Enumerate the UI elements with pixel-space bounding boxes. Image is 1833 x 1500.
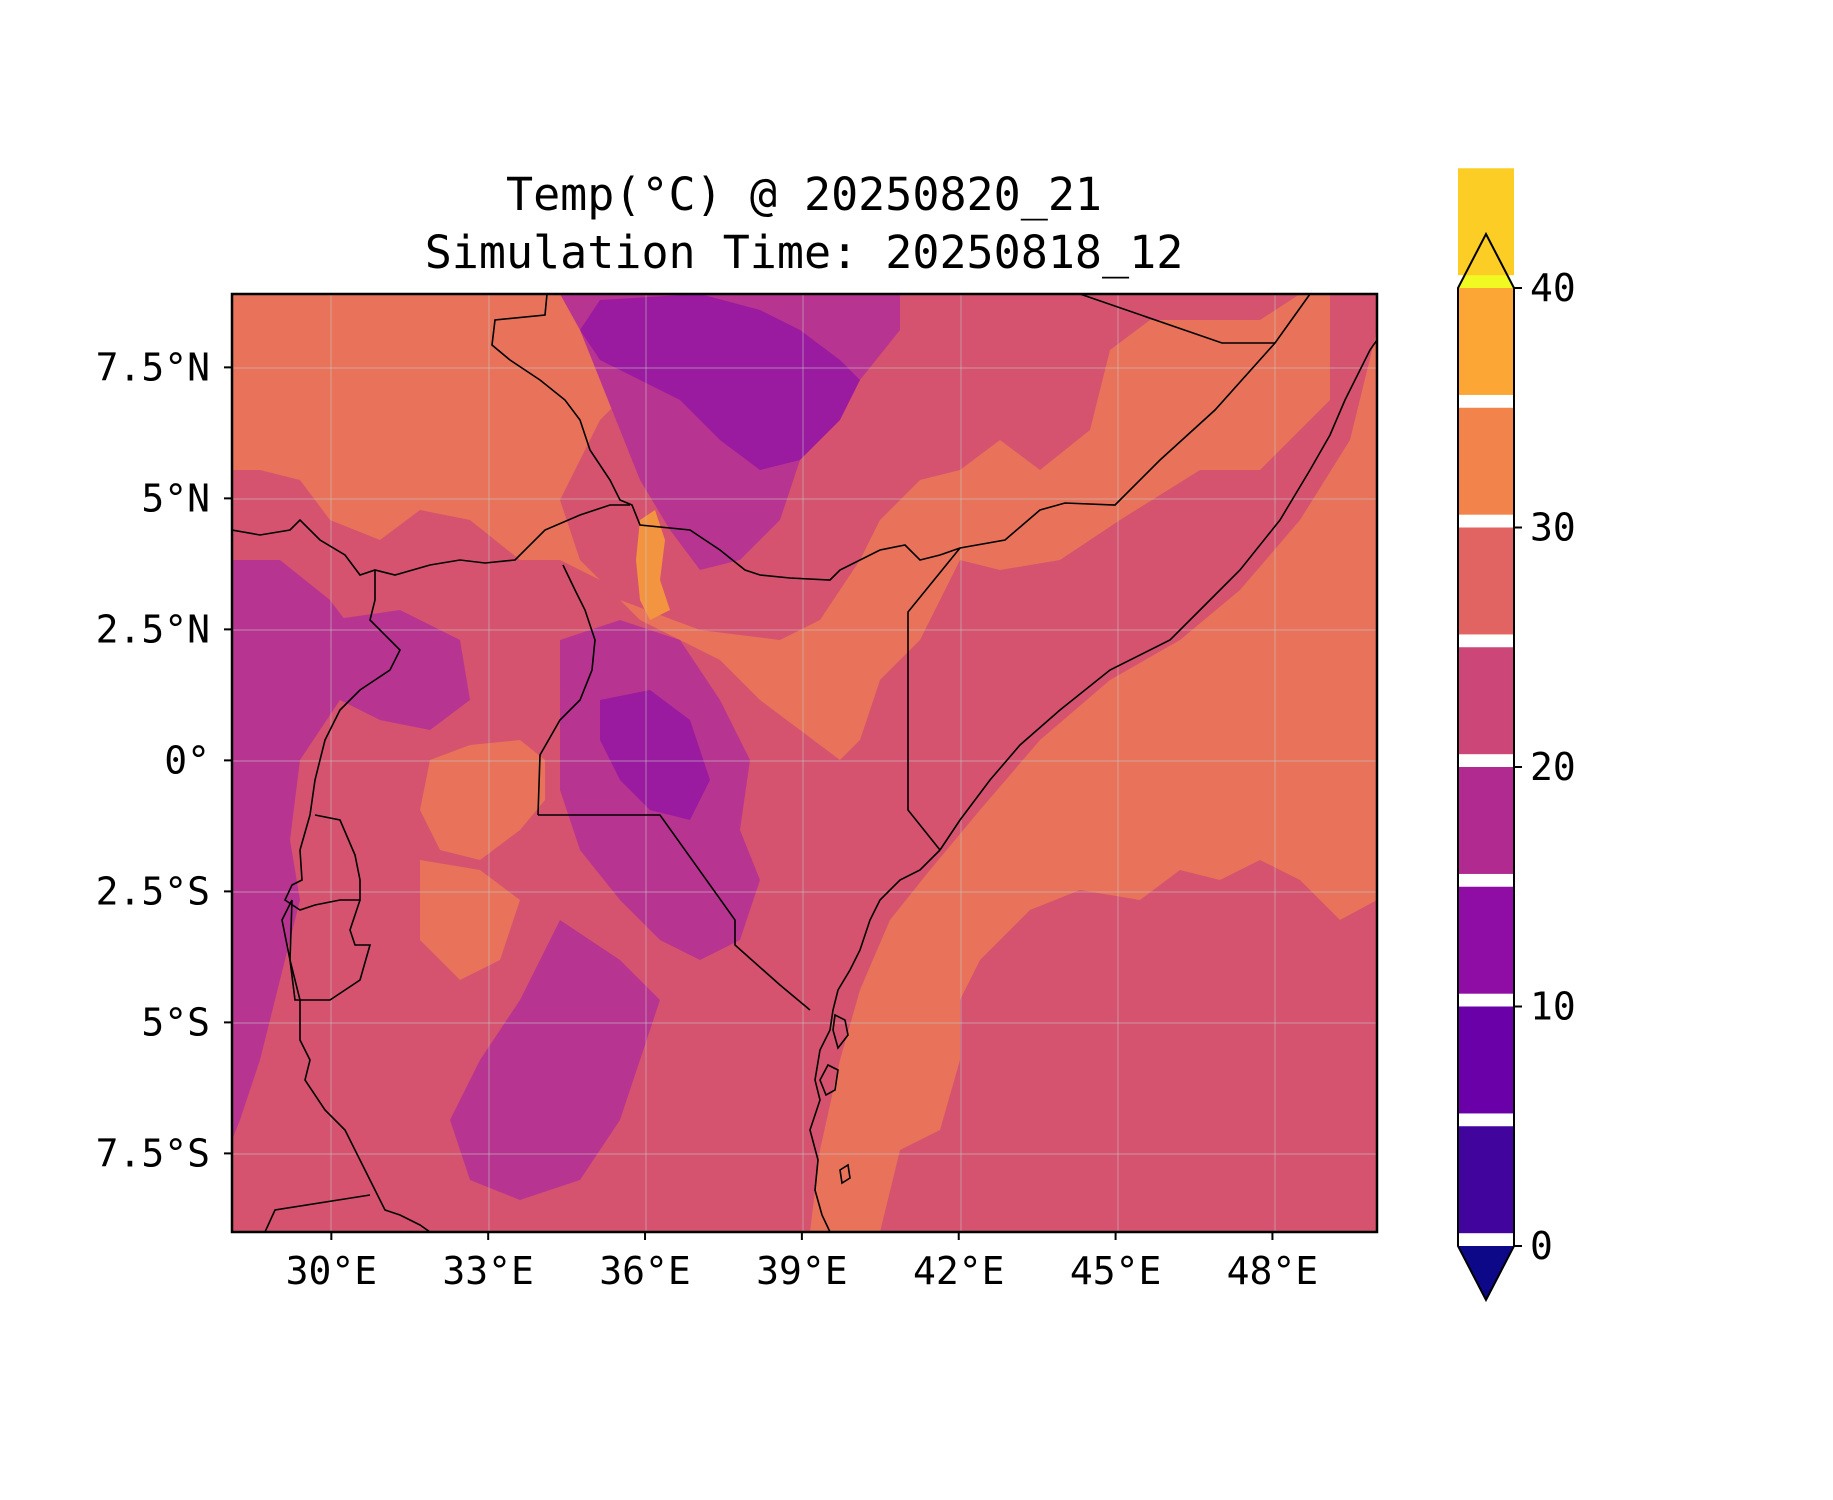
colorbar-band	[1458, 886, 1514, 994]
x-tick-label: 33°E	[442, 1249, 534, 1293]
warm-region-northwest	[250, 320, 560, 500]
map-plot-area	[232, 294, 1377, 1232]
border-lake-tanganyika	[289, 899, 431, 1232]
colorbar: 0 10 20 30 40	[1457, 168, 1576, 1303]
colorbar-extend-min	[1458, 1246, 1514, 1300]
x-tick-label: 48°E	[1227, 1249, 1319, 1293]
colorbar-band	[1458, 527, 1514, 635]
border-kenya-tanzania	[538, 814, 811, 1011]
colorbar-band	[1458, 1006, 1514, 1114]
y-tick-label: 7.5°S	[96, 1131, 210, 1175]
y-tick-label: 5°S	[141, 1000, 210, 1044]
x-tick-label: 36°E	[599, 1249, 691, 1293]
y-tick-label: 2.5°N	[96, 607, 210, 651]
colorbar-band	[1458, 168, 1514, 276]
coastline-east-africa	[809, 849, 941, 1232]
y-tick-label: 5°N	[141, 476, 210, 520]
hot-region-turkana	[636, 510, 670, 620]
x-tick-label: 39°E	[756, 1249, 848, 1293]
border-burundi-tanzania	[320, 899, 372, 1001]
y-tick-label: 7.5°N	[96, 345, 210, 389]
border-uganda-drc	[299, 570, 401, 851]
country-borders	[232, 294, 1377, 1232]
border-uganda-kenya	[537, 564, 596, 816]
border-kenya-ethiopia-somalia	[907, 547, 961, 851]
mafia-island	[839, 1163, 851, 1185]
colorbar-band	[1458, 407, 1514, 515]
warm-region-coast	[810, 330, 1377, 1232]
warm-region-tanzania	[420, 860, 520, 980]
colorbar-tick-label: 30	[1530, 506, 1576, 550]
plot-frame	[230, 292, 1379, 1234]
colorbar-band	[1458, 1126, 1514, 1234]
map-title-line1: Temp(°C) @ 20250820_21	[506, 168, 1102, 221]
colorbar-tick-label: 40	[1530, 266, 1576, 310]
border-zambia	[264, 1194, 371, 1232]
colorbar-tick-label: 10	[1530, 985, 1576, 1029]
coldest-region-ethiopian-highlands	[580, 294, 860, 470]
x-axis-ticks: 30°E 33°E 36°E 39°E 42°E 45°E 48°E	[286, 1232, 1319, 1293]
coldest-region-kenya-highlands	[600, 690, 710, 820]
colorbar-tick-label: 20	[1530, 745, 1576, 789]
map-gridlines	[232, 294, 1377, 1232]
x-tick-label: 45°E	[1070, 1249, 1162, 1293]
y-axis-ticks: 7.5°N 5°N 2.5°N 0° 2.5°S 5°S 7.5°S	[96, 345, 232, 1175]
border-south-sudan-ethiopia	[491, 294, 1311, 581]
pemba-island	[819, 1063, 839, 1097]
coastline-somalia	[939, 339, 1377, 851]
warm-region-lake-victoria	[420, 740, 545, 860]
cool-region-tanzania-south	[450, 920, 660, 1200]
colorbar-band	[1458, 767, 1514, 874]
zanzibar-island	[832, 1013, 849, 1050]
x-tick-label: 30°E	[286, 1249, 378, 1293]
border-ethiopia-somalia	[1079, 294, 1275, 344]
colorbar-band	[1458, 647, 1514, 755]
y-tick-label: 2.5°S	[96, 869, 210, 913]
border-rwanda-burundi	[283, 814, 361, 911]
cool-region-western-rift	[232, 560, 360, 1140]
x-tick-label: 42°E	[913, 1249, 1005, 1293]
y-tick-label: 0°	[164, 738, 210, 782]
map-title-line2: Simulation Time: 20250818_12	[425, 226, 1184, 279]
colorbar-tick-label: 0	[1530, 1224, 1553, 1268]
border-sudan-south-sudan	[232, 504, 630, 576]
colorbar-band	[1458, 288, 1514, 395]
cool-region-west-uganda	[330, 610, 470, 730]
